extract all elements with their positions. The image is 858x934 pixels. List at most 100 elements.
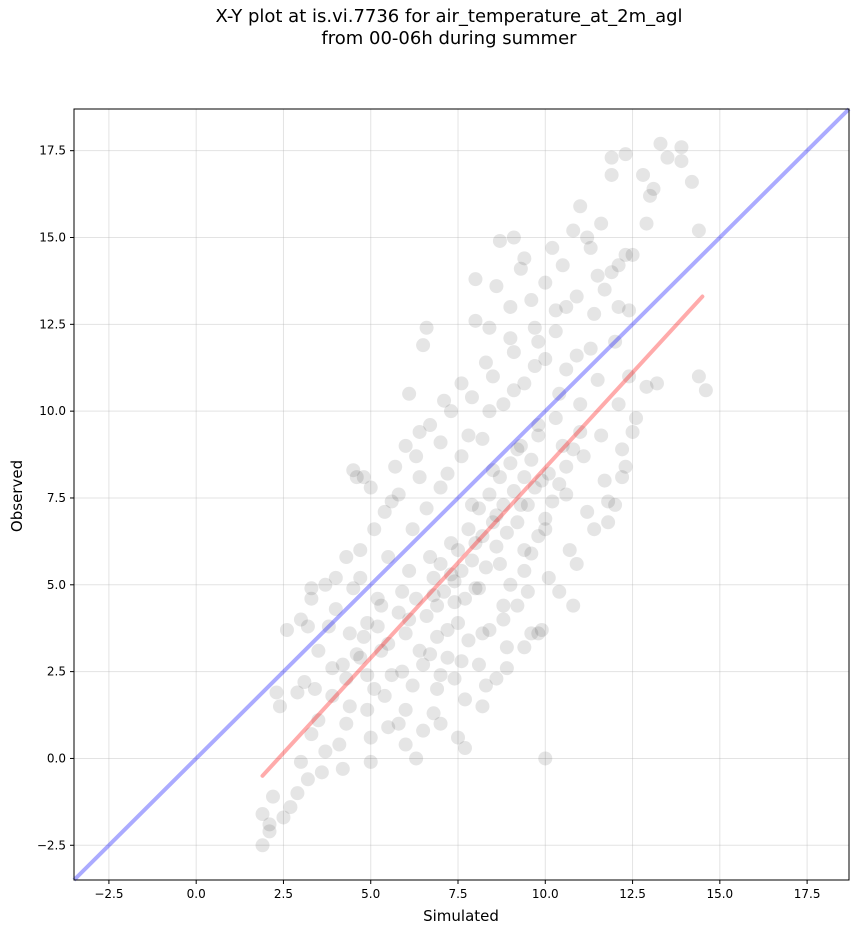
data-point: [381, 720, 396, 735]
data-point: [405, 678, 420, 693]
data-point: [496, 598, 511, 613]
data-point: [454, 376, 469, 391]
data-point: [527, 480, 542, 495]
data-point: [538, 751, 553, 766]
data-point: [625, 424, 640, 439]
data-point: [353, 650, 368, 665]
data-point: [335, 657, 350, 672]
data-point: [618, 459, 633, 474]
data-point: [580, 504, 595, 519]
data-point: [279, 622, 294, 637]
x-tick-label: 2.5: [274, 887, 293, 901]
data-point: [485, 369, 500, 384]
data-point: [534, 622, 549, 637]
data-point: [475, 699, 490, 714]
data-point: [454, 654, 469, 669]
data-point: [503, 456, 518, 471]
data-point: [464, 497, 479, 512]
data-point: [468, 536, 483, 551]
data-point: [531, 334, 546, 349]
data-point: [489, 539, 504, 554]
x-tick-labels: −2.5 0.0 2.5 5.0 7.5 10.0 12.5 15.0 17.5: [94, 887, 820, 901]
data-point: [517, 543, 532, 558]
data-point: [339, 716, 354, 731]
data-point: [573, 424, 588, 439]
data-point: [461, 428, 476, 443]
y-tick-label: 2.5: [47, 665, 66, 679]
data-point: [430, 598, 445, 613]
data-point: [520, 497, 535, 512]
y-tick-label: 17.5: [39, 144, 66, 158]
data-point: [629, 411, 644, 426]
fit-line: [260, 294, 705, 778]
data-point: [457, 741, 472, 756]
data-point: [416, 723, 431, 738]
data-point: [300, 619, 315, 634]
data-point: [255, 807, 270, 822]
data-point: [552, 386, 567, 401]
data-point: [503, 299, 518, 314]
data-point: [576, 449, 591, 464]
data-point: [447, 574, 462, 589]
data-point: [524, 626, 539, 641]
data-point: [496, 397, 511, 412]
data-point: [342, 699, 357, 714]
data-point: [363, 754, 378, 769]
x-tick-label: 7.5: [448, 887, 467, 901]
data-point: [527, 359, 542, 373]
data-point: [451, 543, 466, 558]
data-point: [325, 688, 340, 703]
data-point: [646, 181, 661, 196]
data-point: [587, 522, 602, 537]
data-point: [573, 397, 588, 412]
data-point: [363, 730, 378, 745]
data-point: [489, 279, 504, 294]
x-tick-label: 10.0: [532, 887, 559, 901]
data-point: [391, 487, 406, 502]
data-point: [524, 293, 539, 308]
data-point: [548, 324, 563, 339]
data-point: [601, 494, 616, 509]
identity-line: [72, 107, 851, 882]
data-point: [395, 584, 410, 599]
data-point: [587, 306, 602, 321]
data-point: [618, 147, 633, 162]
data-point: [622, 369, 637, 384]
data-point: [444, 404, 459, 419]
data-point: [492, 233, 507, 248]
data-point: [478, 560, 493, 575]
data-point: [335, 761, 350, 776]
data-point: [391, 605, 406, 620]
data-point: [615, 442, 630, 457]
data-point: [506, 484, 521, 499]
data-point: [430, 629, 445, 644]
data-point: [433, 435, 448, 450]
data-point: [559, 487, 574, 502]
data-point: [311, 643, 326, 658]
data-point: [402, 386, 417, 401]
x-tick-label: 17.5: [794, 887, 821, 901]
data-point: [566, 223, 581, 238]
data-point: [423, 550, 438, 565]
data-point: [548, 303, 563, 318]
data-point: [353, 543, 368, 558]
data-point: [297, 675, 312, 690]
data-point: [566, 598, 581, 613]
x-tick-label: 15.0: [706, 887, 733, 901]
data-point: [457, 692, 472, 707]
data-point: [538, 522, 553, 537]
data-point: [356, 629, 371, 644]
data-point: [506, 383, 521, 398]
data-point: [447, 671, 462, 686]
reference-lines: [72, 107, 851, 882]
data-point: [531, 418, 546, 433]
data-point: [398, 737, 413, 752]
data-point: [506, 345, 521, 360]
data-point: [437, 584, 452, 599]
data-point: [433, 556, 448, 571]
data-point: [531, 626, 546, 641]
data-point: [290, 685, 305, 700]
data-point: [419, 501, 434, 516]
data-point: [684, 174, 699, 189]
data-point: [447, 595, 462, 610]
